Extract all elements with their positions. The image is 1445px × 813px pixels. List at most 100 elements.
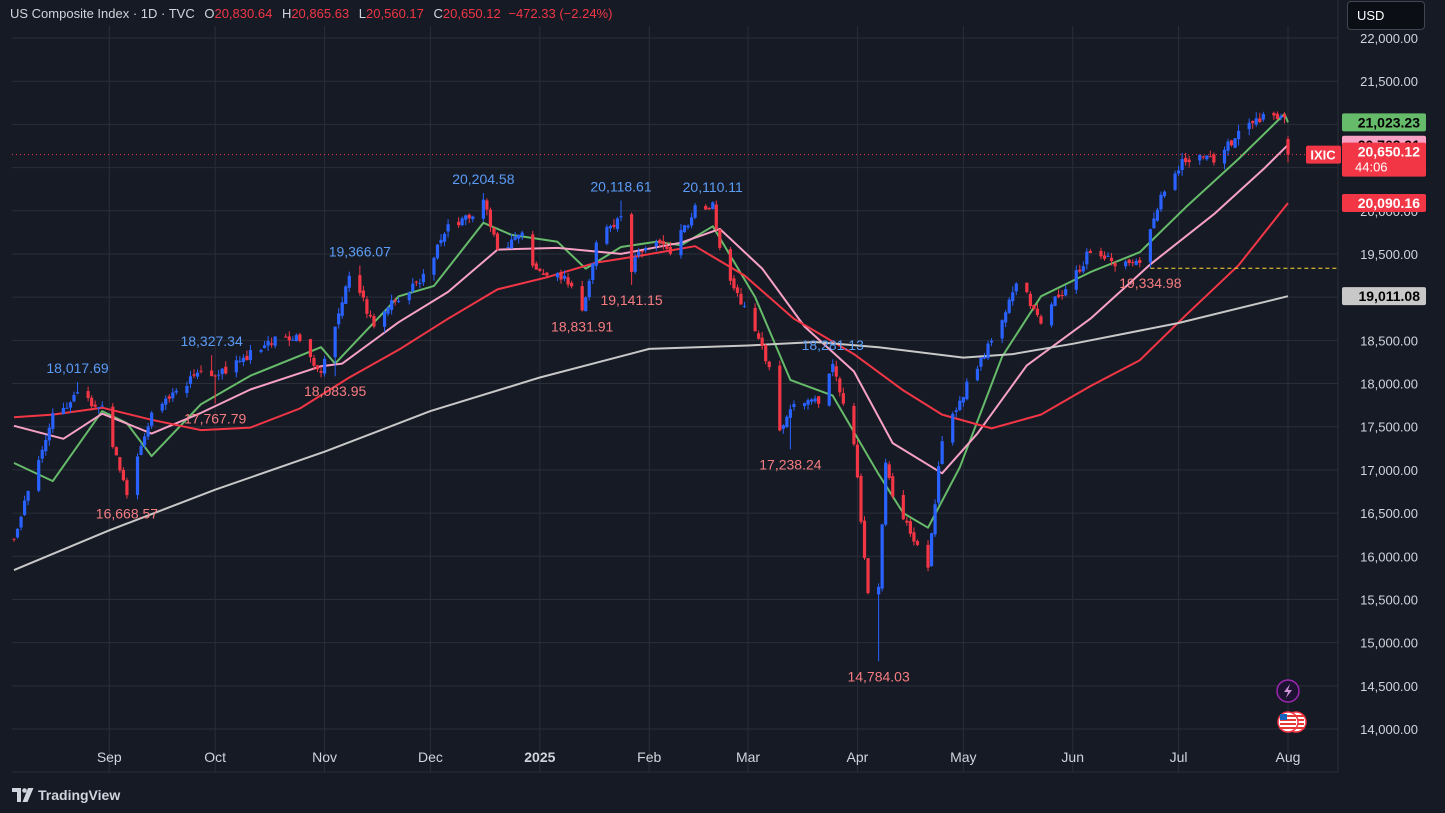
candle-body [629, 214, 634, 272]
price-badge-value: 20,650.12 [1358, 144, 1420, 160]
candle-body [594, 242, 598, 266]
price-badge-value: 19,011.08 [1358, 288, 1420, 304]
candle-body [1014, 283, 1018, 292]
candle-body [580, 286, 584, 311]
candle-body [164, 398, 168, 405]
candle-body [1099, 250, 1103, 257]
candle-body [337, 313, 341, 325]
candle-body [1078, 269, 1082, 272]
candle-body [912, 532, 916, 542]
price-tick-label: 14,500.00 [1360, 679, 1418, 694]
candle-body [587, 280, 591, 298]
candle-body [584, 297, 588, 312]
candle-body [644, 248, 648, 251]
candle-body [1247, 122, 1251, 130]
candle-body [365, 299, 369, 314]
time-tick-label: Aug [1276, 749, 1301, 765]
flag-stripe [1280, 727, 1296, 729]
candle-body [1184, 157, 1188, 163]
tradingview-logo-icon [12, 788, 34, 802]
candle-body [298, 334, 302, 341]
grid [12, 0, 1339, 773]
candle-body [308, 339, 313, 358]
candle-body [61, 407, 66, 414]
candle-body [111, 406, 115, 447]
price-tick-label: 15,000.00 [1360, 636, 1418, 651]
lightning-bolt-glyph [1284, 684, 1292, 698]
candle-body [142, 436, 147, 446]
flag-canton [1280, 714, 1287, 720]
candle-body [661, 241, 665, 245]
time-tick-label: Mar [736, 749, 760, 765]
currency-button[interactable]: USD [1347, 1, 1425, 30]
price-tick-label: 22,000.00 [1360, 31, 1418, 46]
candle-body [393, 300, 397, 302]
candle-body [1233, 138, 1237, 148]
price-tick-label: 15,500.00 [1360, 592, 1418, 607]
candle-body [492, 227, 496, 235]
candle-body [929, 533, 934, 567]
price-tick-label: 16,500.00 [1360, 506, 1418, 521]
candle-body [270, 343, 274, 345]
candle-body [513, 236, 517, 240]
candle-body [1007, 299, 1011, 313]
candle-body [100, 405, 104, 407]
candle-body [1159, 194, 1163, 210]
candle-body [390, 300, 394, 311]
candle-body [880, 524, 884, 589]
candle-body [199, 370, 203, 372]
candle-body [732, 278, 736, 289]
candle-body [439, 239, 443, 244]
candle-body [47, 427, 51, 441]
candle-body [686, 225, 690, 228]
candle-body [781, 425, 785, 429]
candle-body [855, 444, 860, 478]
candle-body [340, 302, 344, 316]
symbol-legend[interactable]: US Composite Index · 1D · TVC O20,830.64… [10, 6, 612, 21]
candle-body [813, 398, 817, 402]
event-icons[interactable] [1276, 679, 1307, 733]
candle-body [753, 307, 757, 332]
candle-body [1032, 305, 1036, 309]
candle-body [19, 516, 23, 528]
candle-body [1272, 112, 1276, 116]
candle-body [291, 339, 295, 341]
candle-body [467, 214, 471, 219]
candle-body [1275, 113, 1280, 119]
candle-body [1148, 229, 1152, 263]
candle-body [792, 403, 796, 408]
candle-body [1236, 130, 1241, 140]
symbol-badge [1306, 145, 1341, 164]
tradingview-label: TradingView [38, 787, 121, 803]
high-label: H [281, 6, 292, 21]
candle-body [418, 283, 422, 285]
candle-body [679, 230, 683, 256]
price-tick-label: 18,000.00 [1360, 377, 1418, 392]
candle-body [714, 204, 718, 230]
candle-body [322, 358, 327, 374]
symbol-title[interactable]: US Composite Index · 1D · TVC [10, 6, 195, 21]
candle-body [333, 326, 337, 358]
candle-body [312, 357, 316, 366]
candle-body [1258, 118, 1262, 123]
tradingview-logo[interactable]: TradingView [12, 787, 120, 803]
candle-body [637, 251, 641, 256]
price-axis[interactable]: 14,000.00 14,500.00 15,000.00 15,500.00 16,0… [1360, 31, 1418, 737]
high-annotation: 19,366.07 [329, 244, 391, 260]
candle-body [704, 206, 708, 210]
time-axis[interactable]: Sep Oct Nov Dec 2025 Feb Mar Apr May Jun Jul Aug [97, 749, 1301, 765]
candle-body [210, 370, 214, 377]
candle-body [834, 366, 838, 377]
candle-body [1205, 155, 1209, 160]
candle-body [735, 287, 740, 294]
candle-body [26, 490, 30, 501]
candle-body [382, 311, 387, 327]
candle-body [668, 247, 673, 254]
candle-body [315, 365, 320, 370]
candle-body [1229, 140, 1234, 146]
candle-body [739, 293, 743, 305]
low-annotation: 16,668.57 [96, 506, 158, 522]
candle-body [555, 273, 560, 278]
